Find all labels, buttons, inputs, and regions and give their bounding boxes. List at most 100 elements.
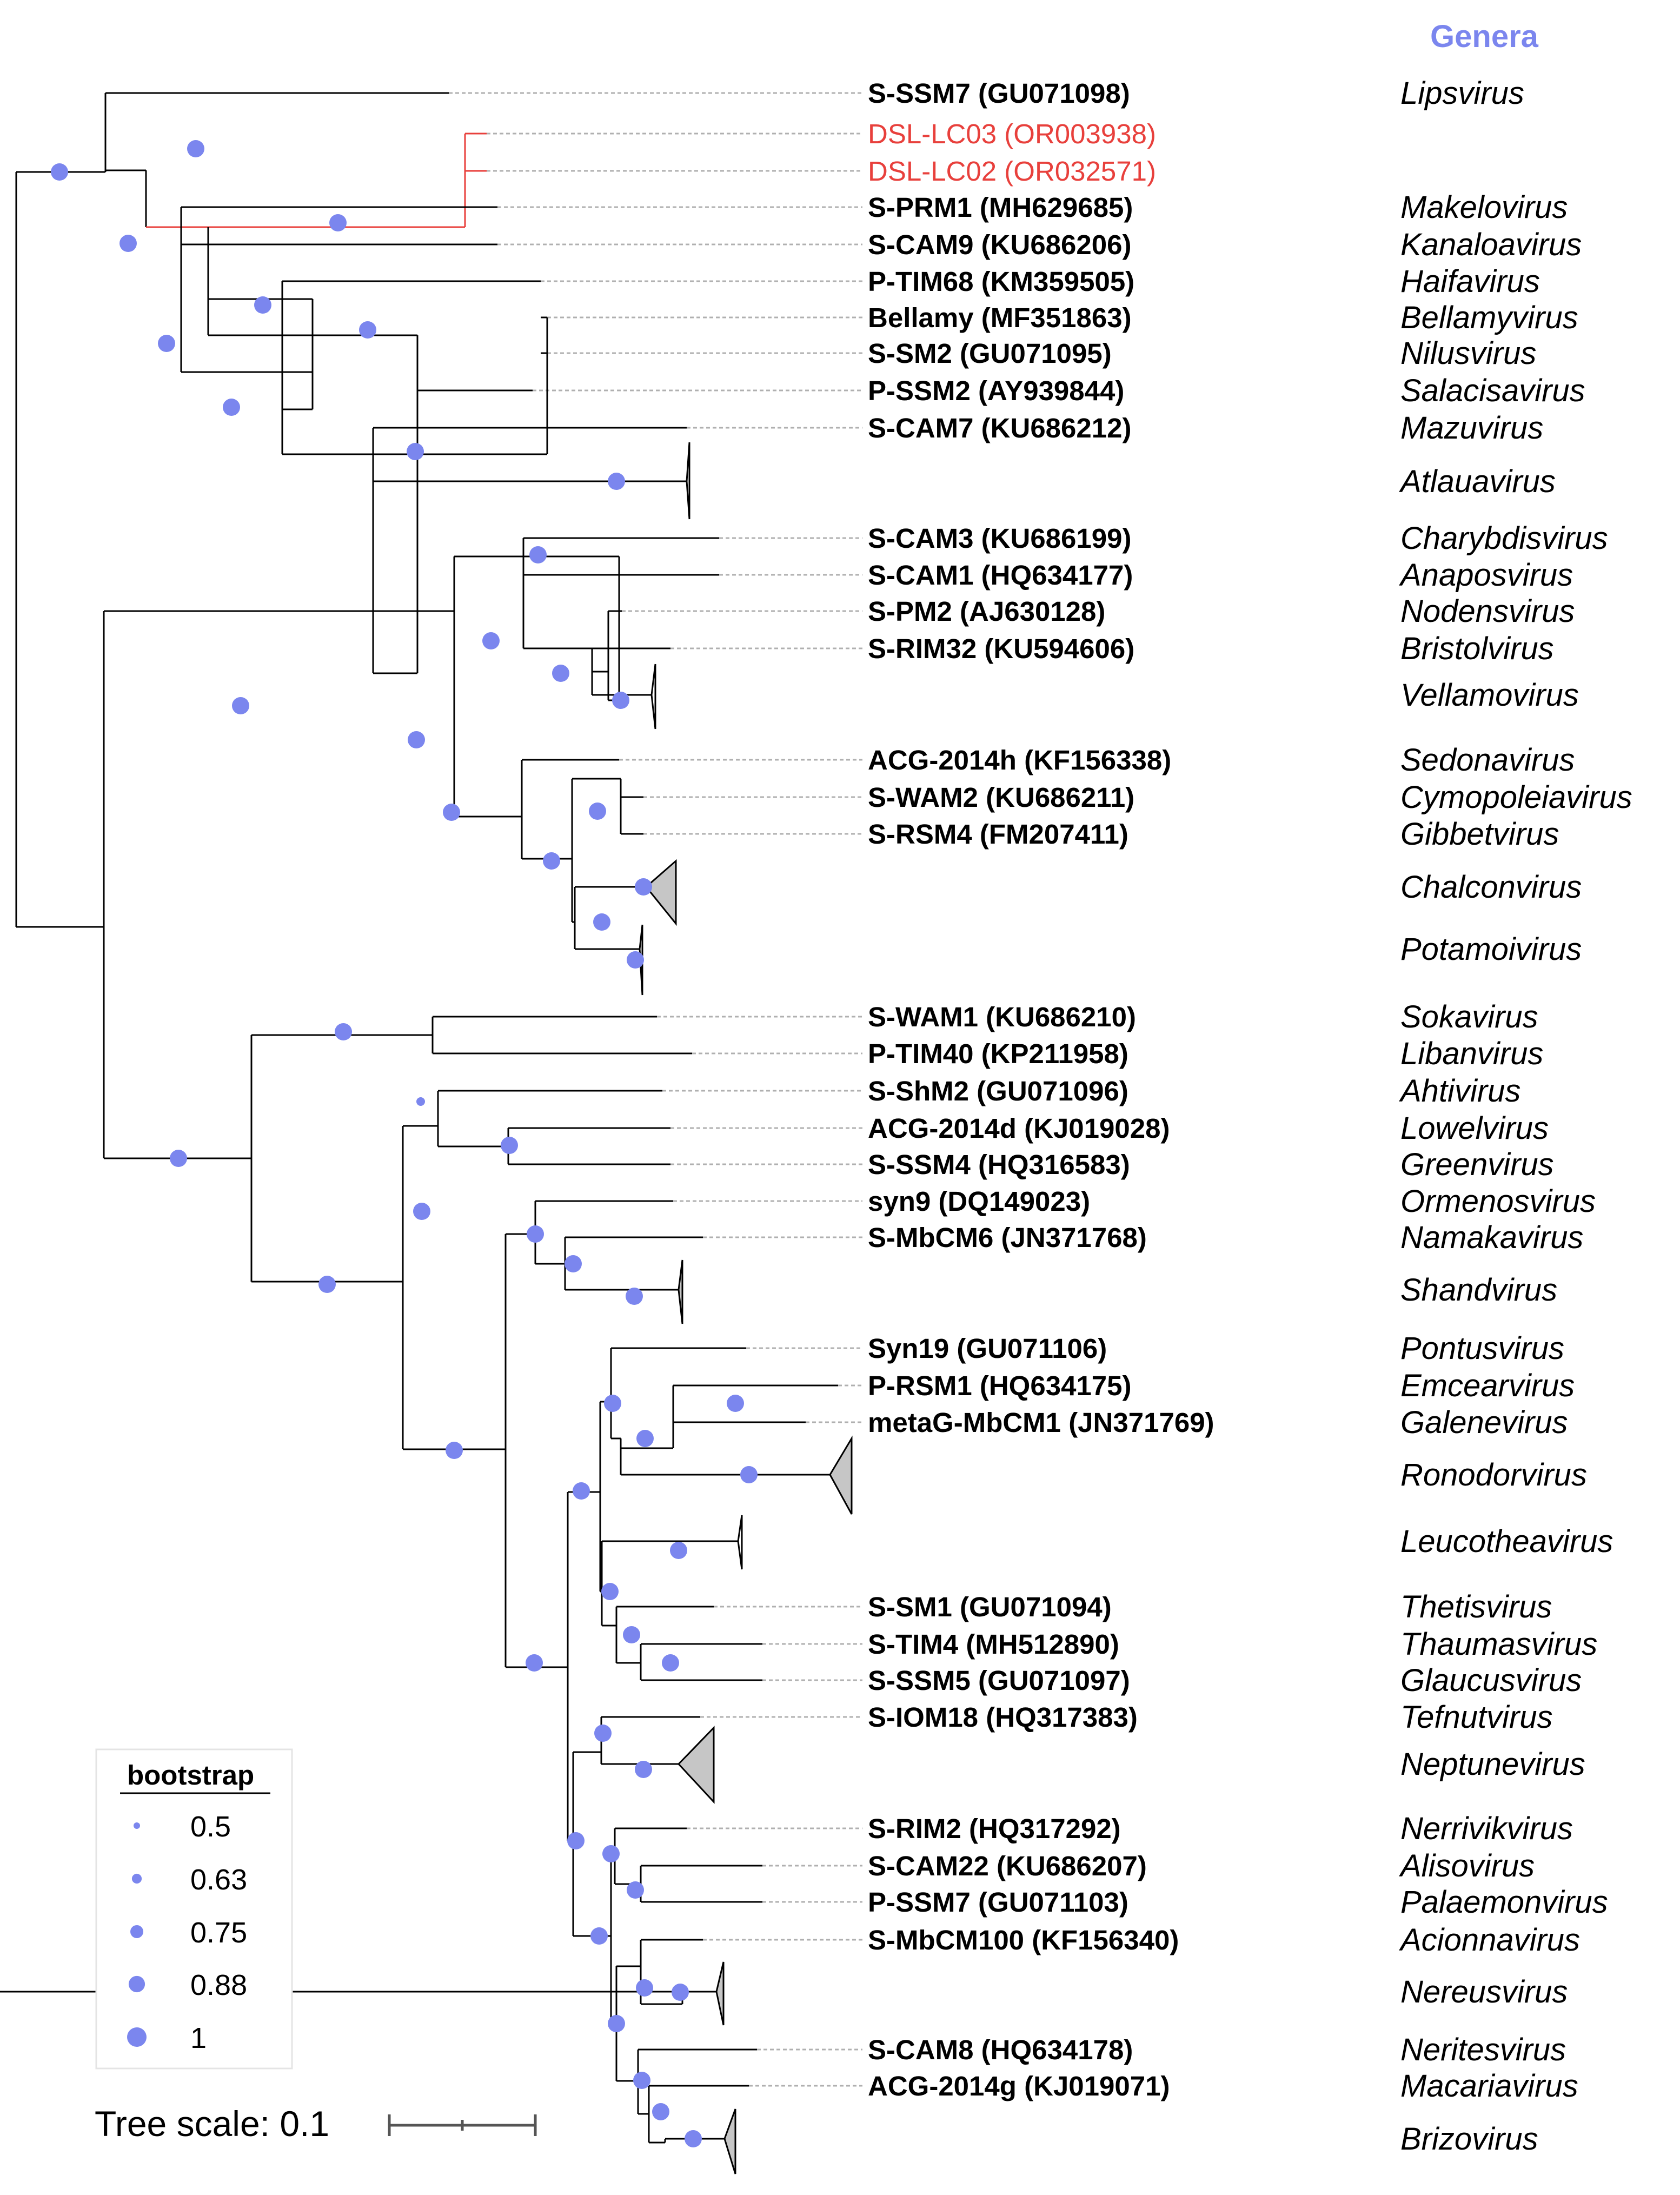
genus-name: Potamoivirus: [1400, 932, 1582, 967]
bootstrap-support-dot: [636, 1430, 654, 1447]
tip-label: ACG-2014d (KJ019028): [868, 1113, 1170, 1144]
genus-name: Anaposvirus: [1399, 558, 1573, 593]
tip-label: S-WAM2 (KU686211): [868, 782, 1134, 813]
genus-name: Charybdisvirus: [1400, 521, 1608, 556]
bootstrap-support-dot: [670, 1542, 687, 1559]
genus-name: Pontusvirus: [1400, 1331, 1564, 1366]
bootstrap-support-dot: [608, 473, 625, 490]
genus-name: Mazuvirus: [1400, 410, 1543, 446]
bootstrap-support-dot: [589, 803, 606, 820]
genus-name: Lipsvirus: [1400, 76, 1524, 111]
tip-label: P-TIM68 (KM359505): [868, 266, 1134, 297]
bootstrap-support-dot: [627, 951, 644, 969]
tip-label: syn9 (DQ149023): [868, 1186, 1090, 1217]
bootstrap-support-dot: [740, 1466, 758, 1483]
tip-label: S-RIM2 (HQ317292): [868, 1813, 1121, 1844]
genus-name: Greenvirus: [1400, 1147, 1554, 1182]
genus-name: Thetisvirus: [1400, 1589, 1552, 1624]
legend-title: bootstrap: [127, 1760, 254, 1791]
bootstrap-support-dot: [187, 140, 204, 157]
tip-label: Bellamy (MF351863): [868, 302, 1132, 333]
genus-name: Chalconvirus: [1400, 870, 1582, 905]
legend-dot: [134, 1822, 140, 1829]
tip-label: S-SM1 (GU071094): [868, 1591, 1112, 1622]
tip-label: P-SSM2 (AY939844): [868, 375, 1124, 406]
tip-label: P-TIM40 (KP211958): [868, 1038, 1128, 1069]
tip-label: S-SSM5 (GU071097): [868, 1665, 1130, 1696]
tip-label: S-CAM22 (KU686207): [868, 1851, 1147, 1881]
legend-dot: [130, 1925, 143, 1938]
tree-scale-label: Tree scale: 0.1: [95, 2104, 329, 2144]
bootstrap-support-dot: [158, 335, 175, 352]
tip-label: S-CAM8 (HQ634178): [868, 2034, 1133, 2065]
tip-label: S-WAM1 (KU686210): [868, 1002, 1136, 1032]
tip-label: S-MbCM100 (KF156340): [868, 1925, 1179, 1955]
bootstrap-support-dot: [359, 321, 376, 339]
bootstrap-support-dot: [526, 1654, 543, 1672]
tip-label: S-PM2 (AJ630128): [868, 596, 1105, 627]
bootstrap-support-dot: [573, 1482, 590, 1500]
bootstrap-support-dot: [635, 878, 652, 896]
genus-name: Nerrivikvirus: [1400, 1811, 1573, 1846]
bootstrap-support-dot: [119, 235, 137, 252]
tip-label: S-CAM3 (KU686199): [868, 523, 1132, 554]
genus-name: Palaemonvirus: [1400, 1885, 1608, 1920]
genus-name: Neptunevirus: [1400, 1747, 1585, 1782]
bootstrap-support-dot: [482, 632, 500, 649]
bootstrap-support-dot: [685, 2130, 702, 2147]
tree-scale: Tree scale: 0.1: [95, 2104, 537, 2144]
collapsed-clade-triangle: [686, 442, 690, 520]
bootstrap-support-dot: [727, 1395, 744, 1412]
highlighted-tip-label: DSL-LC02 (OR032571): [868, 156, 1156, 187]
tip-label: ACG-2014h (KF156338): [868, 745, 1171, 775]
tip-label: S-IOM18 (HQ317383): [868, 1702, 1138, 1733]
genus-name: Ahtivirus: [1399, 1073, 1520, 1109]
bootstrap-support-dot: [627, 1881, 644, 1899]
collapsed-clade-triangle: [678, 1259, 683, 1324]
tip-label: S-CAM7 (KU686212): [868, 413, 1132, 443]
bootstrap-support-dot: [501, 1137, 518, 1154]
genus-name: Bristolvirus: [1400, 631, 1554, 666]
bootstrap-support-dot: [335, 1023, 352, 1040]
bootstrap-support-dot: [635, 1761, 652, 1778]
bootstrap-support-dot: [594, 1725, 612, 1742]
collapsed-clade-triangle: [737, 1515, 743, 1570]
bootstrap-legend: bootstrap 0.5 0.63 0.75 0.88 1: [95, 1748, 293, 2070]
bootstrap-support-dot: [602, 1845, 620, 1862]
genus-name: Nilusvirus: [1400, 336, 1536, 371]
bootstrap-support-dot: [593, 913, 610, 931]
bootstrap-support-dot: [652, 2103, 669, 2120]
genus-name: Thaumasvirus: [1400, 1627, 1597, 1662]
genus-name: Galenevirus: [1400, 1405, 1568, 1440]
tip-label: S-RIM32 (KU594606): [868, 633, 1134, 664]
collapsed-clade-triangle: [829, 1435, 853, 1515]
bootstrap-support-dot: [318, 1276, 336, 1293]
tip-label: S-MbCM6 (JN371768): [868, 1222, 1147, 1253]
bootstrap-support-dot: [672, 1984, 689, 2001]
bootstrap-support-dot: [446, 1442, 463, 1459]
genus-name: Tefnutvirus: [1400, 1700, 1553, 1735]
bootstrap-support-dot: [601, 1583, 619, 1600]
genus-name: Haifavirus: [1400, 264, 1540, 299]
genus-name: Atlauavirus: [1399, 464, 1556, 499]
tip-label: S-RSM4 (FM207411): [868, 819, 1128, 850]
genus-name: Ronodorvirus: [1400, 1457, 1587, 1493]
bootstrap-support-dot: [567, 1832, 585, 1849]
tip-label: S-TIM4 (MH512890): [868, 1629, 1119, 1660]
genus-name: Salacisavirus: [1400, 373, 1585, 408]
genus-name: Nodensvirus: [1400, 594, 1575, 629]
legend-dot: [127, 2027, 147, 2047]
genus-name: Alisovirus: [1399, 1848, 1535, 1884]
genus-name: Acionnavirus: [1399, 1922, 1580, 1958]
genus-name: Libanvirus: [1400, 1036, 1543, 1071]
genus-name: Shandvirus: [1400, 1272, 1557, 1308]
genus-name: Leucotheavirus: [1400, 1524, 1613, 1559]
genus-name: Macariavirus: [1400, 2068, 1578, 2104]
bootstrap-support-dot: [443, 804, 460, 821]
bootstrap-support-dot: [408, 731, 425, 748]
bootstrap-support-dot: [413, 1203, 430, 1220]
bootstrap-support-dot: [170, 1150, 187, 1167]
genus-name: Lowelvirus: [1400, 1111, 1549, 1146]
legend-dot: [128, 1975, 145, 1993]
